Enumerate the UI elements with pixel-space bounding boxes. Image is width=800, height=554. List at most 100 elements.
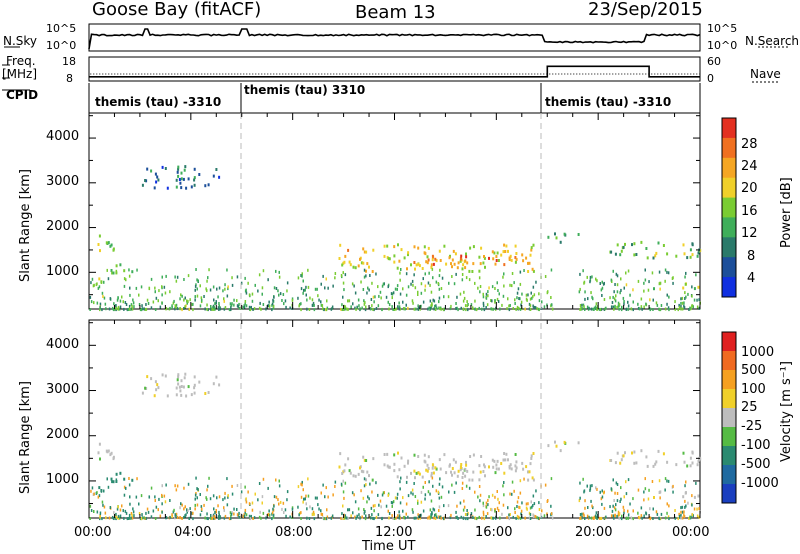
power-colorbar-swatch (722, 118, 736, 139)
range-cell (582, 269, 584, 273)
range-cell (417, 501, 419, 505)
range-cell (546, 291, 549, 295)
range-cell (485, 505, 488, 509)
range-cell (340, 308, 342, 311)
range-cell (474, 307, 477, 311)
range-cell (175, 386, 178, 390)
range-cell (580, 307, 582, 311)
range-cell (440, 516, 442, 520)
range-cell (119, 299, 122, 303)
range-cell (103, 296, 106, 300)
range-cell (192, 308, 194, 312)
range-cell (97, 495, 100, 499)
nsky-label: N.Sky (3, 34, 38, 48)
range-cell (90, 281, 92, 285)
range-cell (286, 281, 289, 285)
range-cell (492, 465, 495, 469)
range-cell (600, 288, 603, 292)
range-cell (224, 514, 227, 518)
range-cell (503, 272, 505, 276)
range-cell (508, 308, 511, 312)
range-cell (442, 308, 445, 312)
range-cell (203, 295, 205, 298)
range-cell (623, 508, 625, 512)
range-cell (430, 306, 433, 310)
range-cell (410, 263, 412, 267)
range-cell (589, 280, 591, 284)
range-cell (171, 515, 173, 518)
range-cell (157, 386, 160, 390)
range-cell (206, 307, 208, 311)
range-cell (468, 269, 471, 273)
range-cell (347, 299, 349, 303)
range-cell (185, 513, 187, 517)
range-cell (529, 304, 532, 308)
range-cell (586, 275, 588, 279)
range-cell (518, 515, 520, 519)
range-cell (161, 275, 163, 279)
range-cell (362, 261, 365, 265)
range-cell (485, 515, 487, 518)
range-cell (313, 512, 315, 516)
range-cell (503, 493, 505, 497)
range-cell (681, 307, 684, 311)
range-cell (387, 257, 390, 261)
range-cell (231, 283, 234, 287)
range-cell (207, 484, 209, 488)
range-cell (482, 295, 485, 299)
range-cell (495, 463, 498, 467)
range-cell (533, 306, 535, 310)
range-cell (551, 516, 554, 520)
range-cell (138, 303, 141, 306)
range-cell (115, 480, 118, 483)
range-cell (519, 282, 522, 286)
range-cell (509, 463, 512, 467)
range-cell (123, 516, 125, 520)
range-cell (474, 299, 476, 303)
range-cell (251, 292, 254, 296)
range-cell (644, 278, 647, 282)
xtick-label: 04:00 (174, 525, 212, 540)
range-cell (581, 303, 583, 307)
range-cell (275, 269, 277, 273)
range-cell (515, 516, 517, 520)
range-cell (93, 492, 95, 496)
range-cell (414, 495, 417, 498)
range-cell (115, 271, 118, 275)
range-cell (213, 515, 215, 518)
range-cell (490, 299, 492, 302)
range-cell (520, 300, 523, 304)
range-cell (372, 307, 374, 311)
range-cell (543, 305, 546, 309)
range-cell (201, 507, 203, 511)
range-cell (111, 515, 114, 519)
range-cell (236, 299, 238, 303)
range-cell (279, 500, 282, 504)
range-cell (495, 259, 498, 262)
range-cell (391, 305, 393, 309)
range-cell (589, 275, 592, 279)
range-cell (204, 184, 207, 188)
range-cell (103, 505, 106, 509)
range-cell (475, 308, 478, 312)
range-cell (111, 480, 113, 484)
range-cell (362, 247, 365, 251)
range-cell (386, 452, 389, 456)
range-cell (407, 461, 409, 465)
range-cell (500, 253, 503, 257)
range-cell (616, 451, 619, 455)
range-cell (680, 307, 682, 311)
range-cell (387, 285, 389, 289)
range-cell (194, 493, 197, 497)
range-cell (493, 459, 496, 463)
range-cell (156, 175, 159, 179)
range-cell (424, 284, 427, 288)
range-cell (275, 495, 278, 499)
range-cell (302, 279, 304, 283)
range-cell (91, 277, 94, 281)
range-cell (442, 517, 445, 521)
range-cell (154, 308, 157, 311)
range-cell (122, 300, 124, 304)
range-cell (579, 304, 582, 307)
range-cell (432, 484, 434, 488)
